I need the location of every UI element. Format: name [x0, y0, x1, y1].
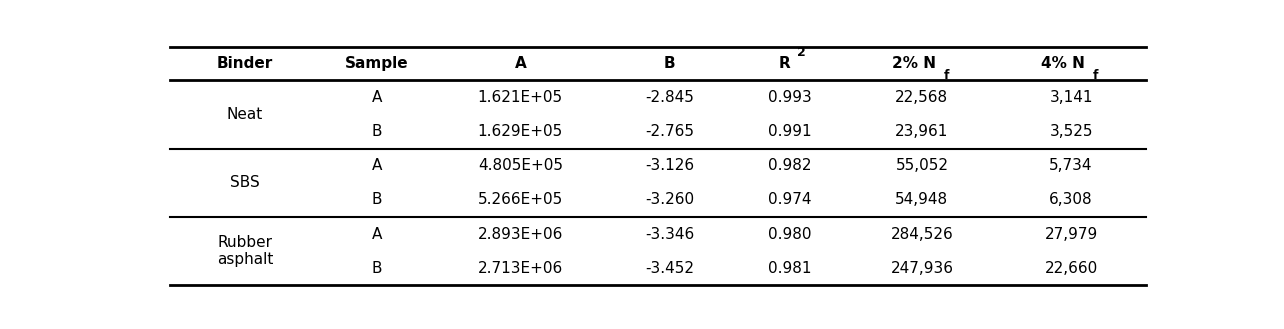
Text: 1.621E+05: 1.621E+05 [478, 90, 562, 105]
Text: -3.126: -3.126 [645, 158, 695, 173]
Text: 5.266E+05: 5.266E+05 [478, 192, 562, 207]
Text: 247,936: 247,936 [890, 261, 954, 276]
Text: 284,526: 284,526 [891, 226, 953, 241]
Text: -2.845: -2.845 [645, 90, 693, 105]
Text: 23,961: 23,961 [895, 124, 949, 139]
Text: B: B [371, 124, 383, 139]
Text: 0.980: 0.980 [768, 226, 811, 241]
Text: 2: 2 [796, 46, 805, 59]
Text: B: B [371, 261, 383, 276]
Text: f: f [1093, 69, 1099, 82]
Text: 54,948: 54,948 [895, 192, 949, 207]
Text: 6,308: 6,308 [1049, 192, 1093, 207]
Text: f: f [944, 69, 950, 82]
Text: Binder: Binder [217, 56, 273, 71]
Text: Neat: Neat [227, 107, 263, 122]
Text: 0.991: 0.991 [768, 124, 811, 139]
Text: 2.713E+06: 2.713E+06 [478, 261, 562, 276]
Text: 22,660: 22,660 [1044, 261, 1098, 276]
Text: Rubber
asphalt: Rubber asphalt [217, 235, 273, 267]
Text: 1.629E+05: 1.629E+05 [478, 124, 562, 139]
Text: 0.993: 0.993 [768, 90, 811, 105]
Text: 27,979: 27,979 [1044, 226, 1098, 241]
Text: 4% N: 4% N [1041, 56, 1085, 71]
Text: A: A [372, 158, 383, 173]
Text: A: A [372, 90, 383, 105]
Text: B: B [371, 192, 383, 207]
Text: 22,568: 22,568 [895, 90, 949, 105]
Text: 3,525: 3,525 [1049, 124, 1093, 139]
Text: 2.893E+06: 2.893E+06 [478, 226, 564, 241]
Text: -2.765: -2.765 [645, 124, 695, 139]
Text: 2% N: 2% N [892, 56, 936, 71]
Text: 3,141: 3,141 [1049, 90, 1093, 105]
Text: Sample: Sample [345, 56, 408, 71]
Text: -3.346: -3.346 [645, 226, 695, 241]
Text: 5,734: 5,734 [1049, 158, 1093, 173]
Text: A: A [515, 56, 526, 71]
Text: 0.974: 0.974 [768, 192, 811, 207]
Text: -3.452: -3.452 [645, 261, 695, 276]
Text: 55,052: 55,052 [895, 158, 949, 173]
Text: 0.982: 0.982 [768, 158, 811, 173]
Text: SBS: SBS [230, 175, 259, 190]
Text: -3.260: -3.260 [645, 192, 695, 207]
Text: R: R [778, 56, 790, 71]
Text: B: B [664, 56, 675, 71]
Text: 0.981: 0.981 [768, 261, 811, 276]
Text: 4.805E+05: 4.805E+05 [478, 158, 562, 173]
Text: A: A [372, 226, 383, 241]
